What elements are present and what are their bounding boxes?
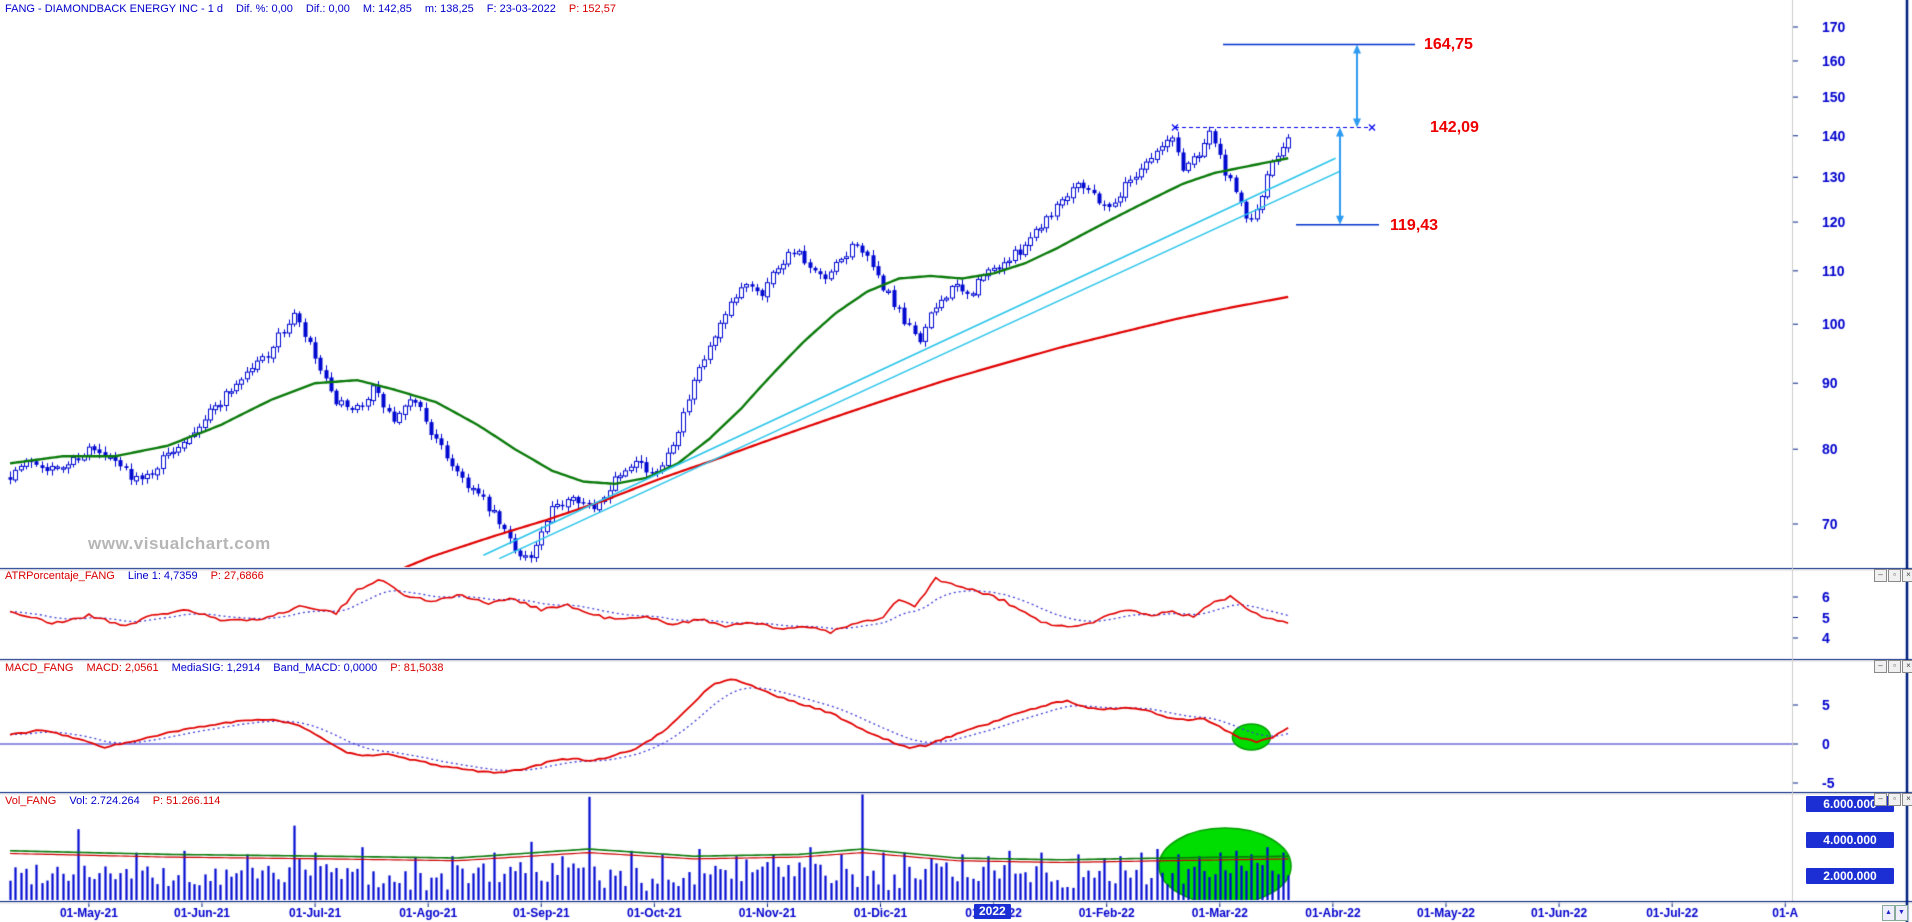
header-segment: MACD: 2,0561 bbox=[86, 662, 159, 674]
restore-icon[interactable]: ▫ bbox=[1888, 793, 1901, 806]
restore-icon[interactable]: ▫ bbox=[1888, 569, 1901, 582]
scroll-down-icon[interactable]: ▼ bbox=[1895, 905, 1908, 921]
vol-axis-label-6m: 6.000.000 bbox=[1806, 796, 1894, 812]
header-segment: MediaSIG: 1,2914 bbox=[171, 662, 261, 674]
header-segment: MACD_FANG bbox=[5, 662, 74, 674]
target-price-label[interactable]: 164,75 bbox=[1424, 36, 1473, 53]
minimize-icon[interactable]: – bbox=[1874, 660, 1887, 673]
vol-axis-label-2m: 2.000.000 bbox=[1806, 868, 1894, 884]
header-segment: Band_MACD: 0,0000 bbox=[273, 662, 378, 674]
restore-icon[interactable]: ▫ bbox=[1888, 660, 1901, 673]
vol-axis-label-4m: 4.000.000 bbox=[1806, 832, 1894, 848]
minimize-icon[interactable]: – bbox=[1874, 569, 1887, 582]
breakout-price-label[interactable]: 142,09 bbox=[1430, 119, 1479, 136]
header-segment: P: 51.266.114 bbox=[152, 795, 221, 807]
year-badge: 2022 bbox=[974, 904, 1011, 919]
atr-window-controls: – ▫ × bbox=[1874, 569, 1912, 582]
header-segment: P: 81,5038 bbox=[390, 662, 444, 674]
main-chart-header: FANG - DIAMONDBACK ENERGY INC - 1 d Dif. … bbox=[5, 3, 629, 15]
close-icon[interactable]: × bbox=[1902, 793, 1912, 806]
macd-panel-header: MACD_FANG MACD: 2,0561 MediaSIG: 1,2914 Ban… bbox=[5, 662, 456, 674]
header-segment: M: 142,85 bbox=[362, 3, 412, 15]
vol-panel-header: Vol_FANG Vol: 2.724.264 P: 51.266.114 bbox=[5, 795, 233, 807]
watermark: www.visualchart.com bbox=[88, 534, 271, 553]
close-icon[interactable]: × bbox=[1902, 569, 1912, 582]
header-segment: Line 1: 4,7359 bbox=[127, 570, 198, 582]
header-segment: ATRPorcentaje_FANG bbox=[5, 570, 115, 582]
vol-window-controls: – ▫ × bbox=[1874, 793, 1912, 806]
header-segment: F: 23-03-2022 bbox=[486, 3, 556, 15]
header-segment: FANG - DIAMONDBACK ENERGY INC - 1 d bbox=[5, 3, 224, 15]
close-icon[interactable]: × bbox=[1902, 660, 1912, 673]
header-segment: m: 138,25 bbox=[424, 3, 474, 15]
header-segment: Vol: 2.724.264 bbox=[69, 795, 140, 807]
support-price-label[interactable]: 119,43 bbox=[1390, 217, 1439, 234]
header-segment: P: 27,6866 bbox=[210, 570, 264, 582]
macd-window-controls: – ▫ × bbox=[1874, 660, 1912, 673]
header-segment: Vol_FANG bbox=[5, 795, 57, 807]
atr-panel-header: ATRPorcentaje_FANG Line 1: 4,7359 P: 27,68… bbox=[5, 570, 277, 582]
header-segment: P: 152,57 bbox=[568, 3, 616, 15]
minimize-icon[interactable]: – bbox=[1874, 793, 1887, 806]
scroll-up-icon[interactable]: ▲ bbox=[1882, 905, 1895, 921]
header-segment: Dif.: 0,00 bbox=[305, 3, 350, 15]
header-segment: Dif. %: 0,00 bbox=[236, 3, 293, 15]
